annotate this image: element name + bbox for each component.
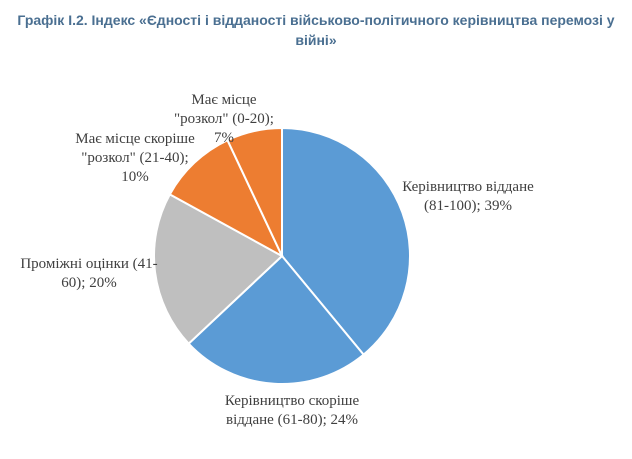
- value-label: 39%: [484, 198, 512, 214]
- category-label: Керівництво віддане (81-100);: [402, 179, 534, 214]
- pie-slice: [187, 254, 365, 385]
- data-label: Керівництво скоріше віддане (61-80); 24%: [222, 392, 362, 430]
- pie-slice: [168, 138, 285, 259]
- data-label: Проміжні оцінки (41-60); 20%: [14, 255, 164, 293]
- category-label: Має місце скоріше "розкол" (21-40);: [75, 131, 195, 166]
- category-label: Проміжні оцінки (41-60);: [20, 256, 158, 291]
- category-label: Має місце "розкол" (0-20);: [174, 92, 274, 127]
- pie-slice: [281, 126, 411, 357]
- value-label: 7%: [214, 130, 234, 146]
- category-label: Керівництво скоріше віддане (61-80);: [224, 393, 360, 428]
- value-label: 20%: [89, 275, 117, 291]
- value-label: 10%: [121, 169, 149, 185]
- value-label: 24%: [330, 412, 359, 428]
- data-label: Має місце скоріше "розкол" (21-40); 10%: [70, 130, 200, 187]
- pie-slice: [226, 126, 283, 257]
- data-label: Має місце "розкол" (0-20); 7%: [168, 91, 280, 148]
- pie-slice: [153, 192, 284, 346]
- chart-title: Графік І.2. Індекс «Єдності і відданості…: [17, 12, 615, 48]
- data-label: Керівництво віддане (81-100); 39%: [398, 178, 538, 216]
